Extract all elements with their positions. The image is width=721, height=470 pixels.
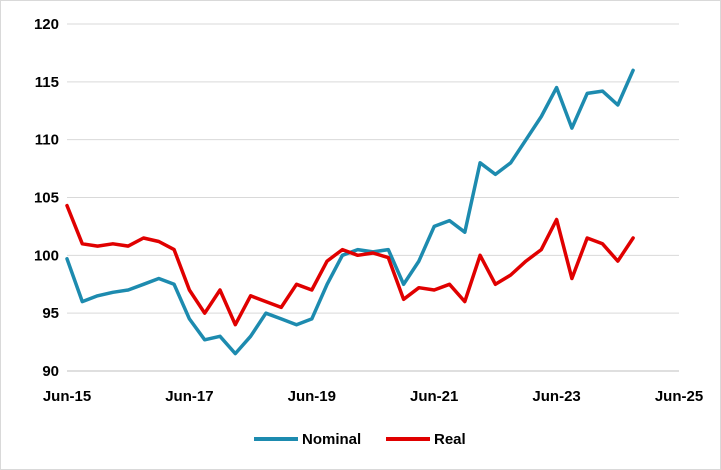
series-line-nominal (65, 68, 635, 356)
legend: Nominal Real (254, 431, 466, 448)
series-line-real (65, 203, 635, 327)
y-axis: 90 95 100 105 110 115 120 (34, 16, 59, 380)
legend-label-real: Real (434, 431, 466, 448)
gridlines (67, 23, 679, 314)
x-tick-label: Jun-19 (288, 388, 336, 405)
legend-label-nominal: Nominal (302, 431, 361, 448)
y-tick-label: 90 (42, 363, 59, 380)
y-tick-label: 95 (42, 305, 59, 322)
x-tick-label: Jun-25 (655, 388, 703, 405)
y-tick-label: 115 (35, 74, 59, 91)
x-tick-label: Jun-17 (165, 388, 213, 405)
x-tick-label: Jun-23 (532, 388, 580, 405)
x-axis-labels: Jun-15 Jun-17 Jun-19 Jun-21 Jun-23 Jun-25 (43, 388, 703, 405)
y-tick-label: 120 (34, 16, 59, 33)
y-tick-label: 100 (34, 247, 59, 264)
series-lines (65, 68, 635, 356)
x-tick-label: Jun-15 (43, 388, 91, 405)
x-tick-label: Jun-21 (410, 388, 458, 405)
y-tick-label: 110 (35, 132, 59, 149)
y-tick-label: 105 (34, 190, 59, 207)
